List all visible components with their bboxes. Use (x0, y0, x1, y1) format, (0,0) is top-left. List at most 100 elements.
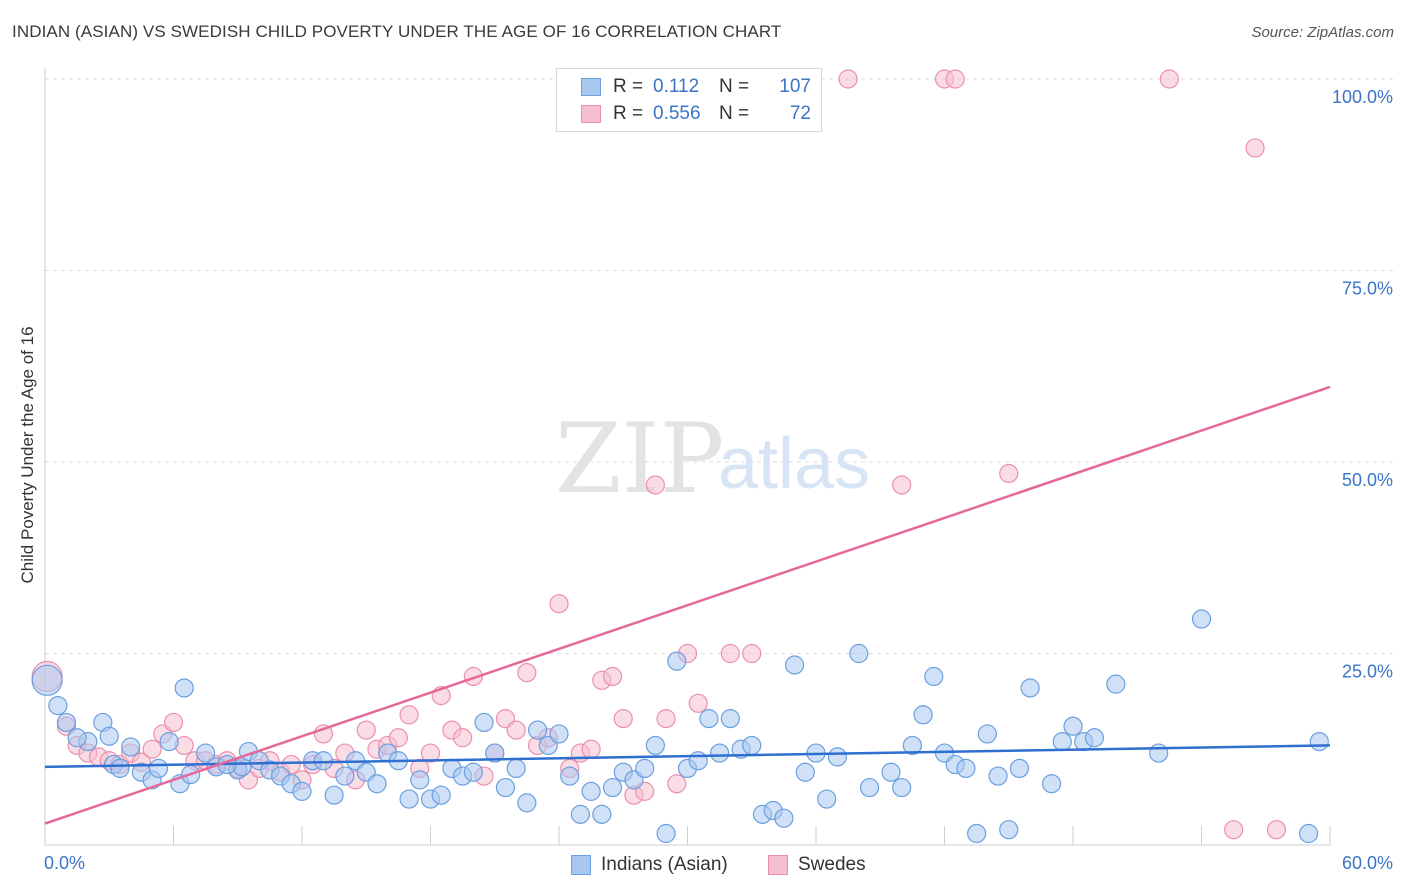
swedes-point (1224, 820, 1244, 840)
legend-row-swedes: R = 0.556 N = 72 (581, 102, 811, 126)
swedes-point (142, 739, 162, 759)
swedes-point (720, 643, 740, 664)
legend-swatch-pink (581, 105, 601, 123)
indians-point (581, 781, 601, 801)
legend-r-label: R = (613, 76, 644, 97)
indians-point (1084, 728, 1105, 748)
indians-point (506, 758, 526, 779)
swedes-point (838, 69, 858, 89)
indians-point (1309, 731, 1329, 752)
indians-point (988, 766, 1008, 786)
indians-point (795, 762, 815, 782)
indians-point (335, 766, 355, 786)
indians-point (699, 709, 719, 729)
indians-point (431, 785, 451, 805)
indians-point (881, 762, 901, 782)
indians-point (656, 823, 676, 844)
legend-n-value: 107 (779, 76, 811, 97)
indians-point (99, 726, 119, 746)
indians-point (602, 777, 623, 798)
watermark-atlas: atlas (718, 424, 870, 504)
indians-point (892, 777, 912, 798)
indians-point (849, 643, 869, 664)
indians-point (913, 705, 933, 725)
indians-point (999, 820, 1019, 840)
indians-point (784, 655, 805, 675)
swedes-point (581, 739, 601, 759)
indians-point (399, 789, 419, 809)
indians-point (667, 651, 687, 671)
swedes-point (688, 693, 708, 713)
y-tick-label: 75.0% (1342, 279, 1393, 299)
bottom-legend-swatch-blue (571, 855, 591, 875)
watermark: ZIP atlas (555, 403, 870, 515)
bottom-legend-swedes: Swedes (768, 852, 866, 878)
tick-labels: 25.0% 50.0% 75.0% 100.0% 0.0% 60.0% (44, 87, 1393, 873)
swedes-point (163, 712, 184, 733)
indians-point (48, 695, 68, 716)
indians-trend-line (44, 744, 1331, 769)
indians-point (1191, 609, 1212, 629)
legend-n-value: 72 (789, 103, 811, 124)
indians-point (827, 747, 848, 767)
swedes-point (613, 709, 633, 729)
indians-point (485, 743, 505, 763)
swedes-point (549, 594, 569, 614)
indians-point (742, 735, 762, 756)
legend-r-value: 0.556 (653, 103, 701, 124)
indians-point (635, 758, 655, 779)
indians-point (710, 743, 730, 763)
y-tick-label: 100.0% (1332, 87, 1393, 107)
y-tick-label: 25.0% (1342, 662, 1393, 682)
indians-point (196, 743, 216, 763)
indians-point (570, 804, 591, 824)
swedes-point (1266, 820, 1287, 840)
swedes-point (602, 666, 623, 687)
watermark-zip: ZIP (555, 403, 724, 515)
swedes-point (945, 69, 965, 89)
legend-swatch-blue (581, 78, 601, 96)
indians-point (474, 712, 494, 733)
swedes-point (399, 705, 419, 725)
swedes-point (506, 720, 526, 740)
indians-point (324, 785, 344, 805)
indians-point (56, 712, 77, 733)
indians-point (1020, 678, 1040, 698)
indians-points (31, 609, 1329, 844)
indians-point (31, 664, 63, 696)
indians-point (817, 789, 837, 809)
swedes-point (388, 728, 408, 748)
indians-point (410, 770, 430, 790)
bottom-legend-label-swedes: Swedes (798, 854, 866, 875)
legend-r-label: R = (613, 103, 644, 124)
legend-row-indians: R = 0.112 N = 107 (581, 75, 811, 99)
swedes-trend-line (44, 385, 1331, 825)
chart-title: INDIAN (ASIAN) VS SWEDISH CHILD POVERTY … (12, 22, 782, 41)
y-tick-label: 50.0% (1342, 470, 1393, 490)
x-tick-label-min: 0.0% (44, 853, 85, 873)
indians-point (1041, 774, 1062, 794)
bottom-legend-label-indians: Indians (Asian) (601, 854, 728, 875)
legend-n-label: N = (719, 103, 750, 124)
indians-point (977, 724, 997, 744)
swedes-point (453, 728, 473, 748)
indians-point (463, 762, 483, 782)
indians-point (110, 758, 130, 779)
legend-n-label: N = (719, 76, 750, 97)
indians-point (1106, 674, 1126, 694)
correlation-legend: R = 0.112 N = 107 R = 0.556 N = 72 (556, 68, 822, 132)
indians-point (1298, 823, 1319, 844)
indians-point (313, 751, 334, 771)
indians-point (924, 666, 944, 687)
indians-point (527, 720, 548, 740)
bottom-legend-indians: Indians (Asian) (571, 852, 728, 878)
indians-point (956, 758, 976, 779)
indians-point (292, 781, 312, 801)
indians-point (549, 724, 569, 744)
swedes-point (517, 663, 537, 683)
swedes-point (999, 463, 1019, 484)
indians-point (121, 737, 141, 757)
swedes-point (1245, 138, 1265, 158)
indians-point (688, 751, 708, 771)
indians-point (902, 735, 922, 756)
